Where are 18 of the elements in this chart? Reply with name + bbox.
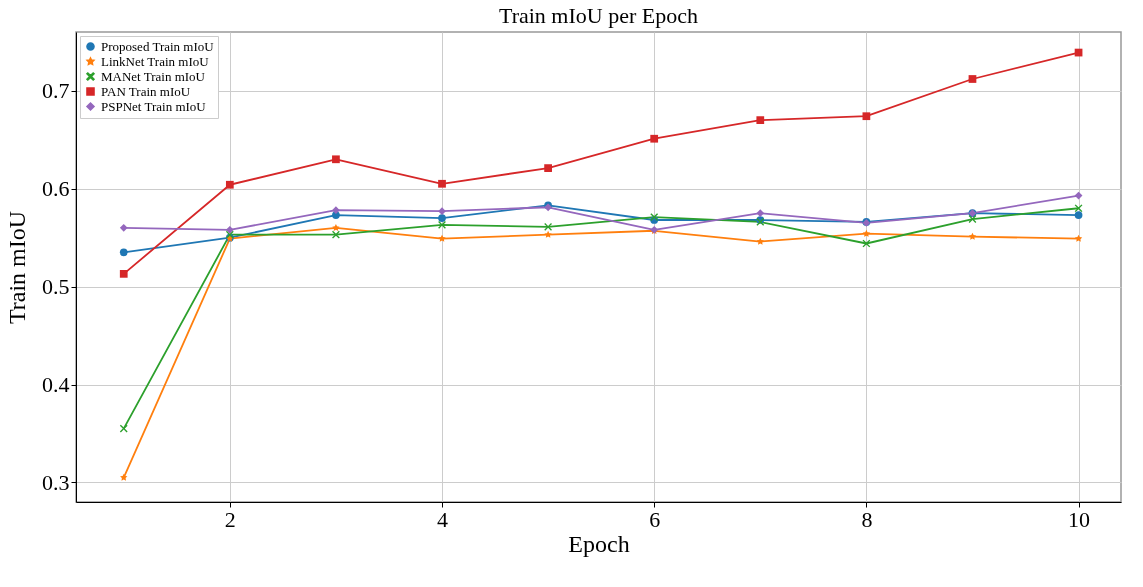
chart-title: Train mIoU per Epoch	[499, 3, 698, 28]
y-tick-label: 0.3	[42, 469, 70, 495]
legend-label: LinkNet Train mIoU	[101, 53, 210, 69]
y-axis-title: Train mIoU	[4, 210, 30, 325]
x-tick-label: 6	[649, 506, 661, 532]
legend-label: PAN Train mIoU	[101, 83, 191, 99]
x-tick-label: 4	[437, 506, 449, 532]
x-tick-label: 2	[224, 506, 236, 532]
x-axis-title: Epoch	[568, 530, 630, 557]
legend-label: MANet Train mIoU	[101, 68, 206, 84]
y-tick-label: 0.7	[42, 78, 70, 104]
legend-label: Proposed Train mIoU	[101, 38, 215, 54]
x-tick-label: 8	[861, 506, 873, 532]
y-tick-label: 0.6	[42, 176, 70, 202]
y-tick-label: 0.4	[42, 372, 70, 397]
legend-label: PSPNet Train mIoU	[101, 98, 207, 114]
x-tick-label: 10	[1068, 506, 1091, 532]
y-tick-label: 0.5	[42, 274, 70, 300]
